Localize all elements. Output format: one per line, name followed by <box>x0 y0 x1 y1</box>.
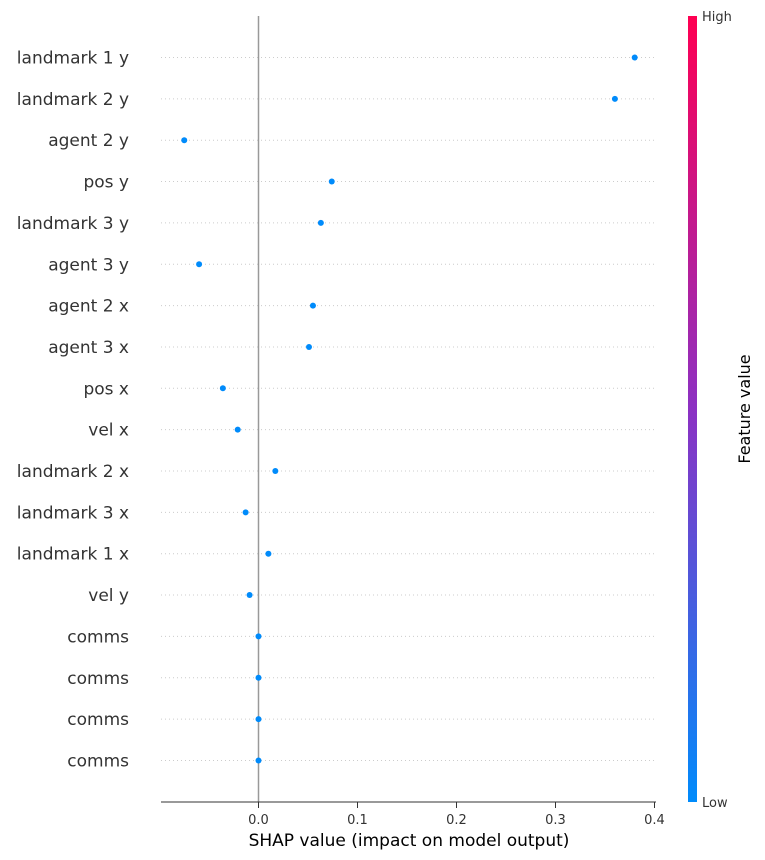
data-point <box>305 343 312 350</box>
feature-label: agent 3 x <box>48 338 129 358</box>
x-tick-label: 0.3 <box>545 813 566 828</box>
feature-label: landmark 2 x <box>17 462 129 482</box>
colorbar-high-label: High <box>702 10 732 25</box>
data-point <box>317 219 324 226</box>
x-tick-label: 0.1 <box>347 813 368 828</box>
data-point <box>181 137 188 144</box>
data-point <box>255 674 262 681</box>
x-axis-label: SHAP value (impact on model output) <box>249 831 570 851</box>
feature-label: comms <box>67 751 129 771</box>
data-point <box>255 757 262 764</box>
data-point <box>246 592 253 599</box>
feature-label: landmark 1 y <box>17 49 129 69</box>
data-point <box>255 633 262 640</box>
feature-label: agent 3 y <box>48 255 129 275</box>
feature-rows: landmark 1 y landmark 2 y agent 2 y pos y la… <box>17 49 656 771</box>
data-point <box>631 54 638 61</box>
feature-label: pos x <box>83 379 129 399</box>
feature-label: agent 2 x <box>48 297 129 317</box>
data-point <box>242 509 249 516</box>
data-point <box>309 302 316 309</box>
x-tick-label: 0.0 <box>248 813 269 828</box>
x-ticks: 0.0 0.1 0.2 0.3 0.4 <box>248 802 665 828</box>
x-tick-label: 0.2 <box>446 813 467 828</box>
x-tick-label: 0.4 <box>644 813 665 828</box>
feature-label: landmark 2 y <box>17 90 129 110</box>
data-point <box>219 385 226 392</box>
data-points <box>181 54 638 764</box>
data-point <box>196 261 203 268</box>
colorbar-low-label: Low <box>702 796 728 811</box>
feature-label: agent 2 y <box>48 131 129 151</box>
feature-label: comms <box>67 710 129 730</box>
feature-label: landmark 1 x <box>17 545 129 565</box>
feature-label: comms <box>67 669 129 689</box>
feature-label: vel x <box>88 421 129 441</box>
colorbar-title: Feature value <box>735 354 754 463</box>
data-point <box>255 716 262 723</box>
data-point <box>265 550 272 557</box>
feature-label: landmark 3 y <box>17 214 129 234</box>
data-point <box>611 95 618 102</box>
colorbar <box>688 16 697 802</box>
feature-label: pos y <box>83 173 129 193</box>
data-point <box>272 468 279 474</box>
feature-label: vel y <box>88 586 129 606</box>
feature-label: landmark 3 x <box>17 503 129 523</box>
feature-label: comms <box>67 627 129 647</box>
data-point <box>328 178 335 185</box>
data-point <box>234 426 241 433</box>
